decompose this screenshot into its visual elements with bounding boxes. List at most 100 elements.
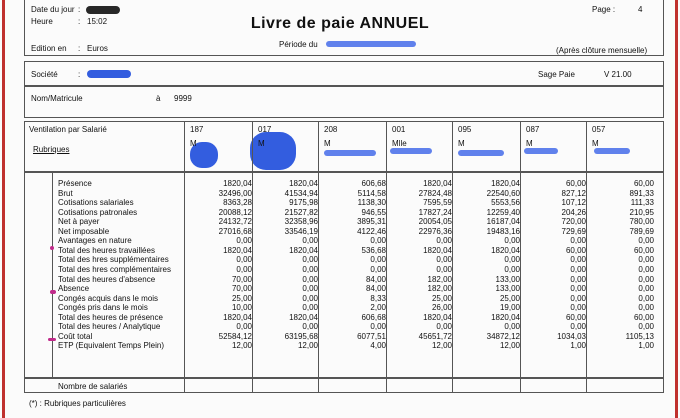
document-title: Livre de paie ANNUEL xyxy=(250,15,430,32)
footer-row xyxy=(24,378,664,393)
employee-civility: M xyxy=(592,139,599,148)
redacted-name-3 xyxy=(324,150,376,156)
cell-value: 0,00 xyxy=(302,264,318,274)
cell-value: 0,00 xyxy=(638,236,654,246)
cell-value: 0,00 xyxy=(436,322,452,332)
cell-value: 19,00 xyxy=(499,303,520,313)
cell-value: 24132,72 xyxy=(218,217,252,227)
time-label: Heure xyxy=(31,17,53,26)
cell-value: 1820,04 xyxy=(289,179,318,188)
cell-value: 1105,13 xyxy=(625,331,654,341)
cell-value: 0,00 xyxy=(504,322,520,332)
cell-value: 1820,04 xyxy=(423,245,452,255)
row-label: Présence xyxy=(58,179,92,188)
cell-value: 1820,04 xyxy=(491,179,520,188)
cell-value: 20054,05 xyxy=(418,217,452,227)
cell-value: 21527,82 xyxy=(284,207,318,217)
employee-frame xyxy=(24,86,664,118)
cell-value: 0,00 xyxy=(570,303,586,313)
cell-value: 0,00 xyxy=(370,255,386,265)
redacted-name-1 xyxy=(190,142,218,168)
range-value: 9999 xyxy=(174,94,192,103)
employee-civility: M xyxy=(190,139,197,148)
cell-value: 606,68 xyxy=(361,179,386,188)
employee-label: Nom/Matricule xyxy=(31,94,83,103)
column-divider xyxy=(184,121,185,393)
cell-value: 182,00 xyxy=(427,274,452,284)
cell-value: 0,00 xyxy=(570,236,586,246)
cell-value: 0,00 xyxy=(236,264,252,274)
rubrique-mark xyxy=(50,290,56,294)
cell-value: 84,00 xyxy=(365,284,386,294)
cell-value: 5553,56 xyxy=(491,198,520,208)
cell-value: 32358,96 xyxy=(284,217,318,227)
cell-value: 1138,30 xyxy=(357,198,386,208)
cell-value: 0,00 xyxy=(436,255,452,265)
row-label: Total des heures d'absence xyxy=(58,274,156,284)
cell-value: 0,00 xyxy=(236,255,252,265)
cell-value: 27016,68 xyxy=(218,226,252,236)
employee-civility: M xyxy=(324,139,331,148)
cell-value: 8363,28 xyxy=(223,198,252,208)
row-label: Total des heures de présence xyxy=(58,312,163,322)
cell-value: 133,00 xyxy=(495,274,520,284)
cell-value: 0,00 xyxy=(638,284,654,294)
edition-label: Edition en xyxy=(31,44,67,53)
cell-value: 1820,04 xyxy=(223,245,252,255)
table-body-box xyxy=(24,172,664,378)
redacted-period xyxy=(326,41,416,47)
employee-code: 095 xyxy=(458,125,472,134)
row-label: Coût total xyxy=(58,331,93,341)
cell-value: 12,00 xyxy=(499,341,520,351)
cell-value: 0,00 xyxy=(638,303,654,313)
cell-value: 7595,59 xyxy=(423,198,452,208)
cell-value: 0,00 xyxy=(638,293,654,303)
cell-value: 3895,31 xyxy=(357,217,386,227)
date-label: Date du jour xyxy=(31,5,75,14)
cell-value: 25,00 xyxy=(499,293,520,303)
cell-value: 70,00 xyxy=(231,284,252,294)
cell-value: 0,00 xyxy=(570,284,586,294)
cell-value: 0,00 xyxy=(236,322,252,332)
employee-code: 187 xyxy=(190,125,204,134)
cell-value: 9175,98 xyxy=(289,198,318,208)
row-label: Avantages en nature xyxy=(58,236,132,246)
cell-value: 729,69 xyxy=(561,226,586,236)
employee-code: 001 xyxy=(392,125,406,134)
rubrique-mark xyxy=(48,338,56,341)
column-divider xyxy=(520,121,521,393)
cell-value: 204,26 xyxy=(561,207,586,217)
cell-value: 1820,04 xyxy=(223,179,252,188)
software-version: V 21.00 xyxy=(604,70,632,79)
row-label: Cotisations patronales xyxy=(58,207,138,217)
cell-value: 70,00 xyxy=(231,274,252,284)
cell-value: 0,00 xyxy=(504,264,520,274)
cell-value: 4122,46 xyxy=(357,226,386,236)
cell-value: 1034,03 xyxy=(557,331,586,341)
cell-value: 52584,12 xyxy=(218,331,252,341)
cell-value: 0,00 xyxy=(302,284,318,294)
cell-value: 780,00 xyxy=(629,217,654,227)
cell-value: 6077,51 xyxy=(357,331,386,341)
cell-value: 12,00 xyxy=(231,341,252,351)
employee-code: 208 xyxy=(324,125,338,134)
company-label: Société xyxy=(31,70,58,79)
closing-note: (Après clôture mensuelle) xyxy=(556,46,648,55)
cell-value: 60,00 xyxy=(633,245,654,255)
row-label: Total des hres complémentaires xyxy=(58,264,171,274)
cell-value: 2,00 xyxy=(370,303,386,313)
cell-value: 0,00 xyxy=(302,255,318,265)
cell-value: 0,00 xyxy=(570,322,586,332)
row-label: ETP (Equivalent Temps Plein) xyxy=(58,341,164,351)
cell-value: 17827,24 xyxy=(418,207,452,217)
row-label: Net à payer xyxy=(58,217,100,227)
redacted-name-7 xyxy=(594,148,630,154)
redacted-name-2 xyxy=(250,132,296,170)
row-label: Net imposable xyxy=(58,226,110,236)
cell-value: 5114,58 xyxy=(357,188,386,198)
cell-value: 0,00 xyxy=(570,264,586,274)
header-frame xyxy=(24,0,664,56)
cell-value: 891,33 xyxy=(629,188,654,198)
redacted-date xyxy=(86,6,120,14)
cell-value: 45651,72 xyxy=(418,331,452,341)
